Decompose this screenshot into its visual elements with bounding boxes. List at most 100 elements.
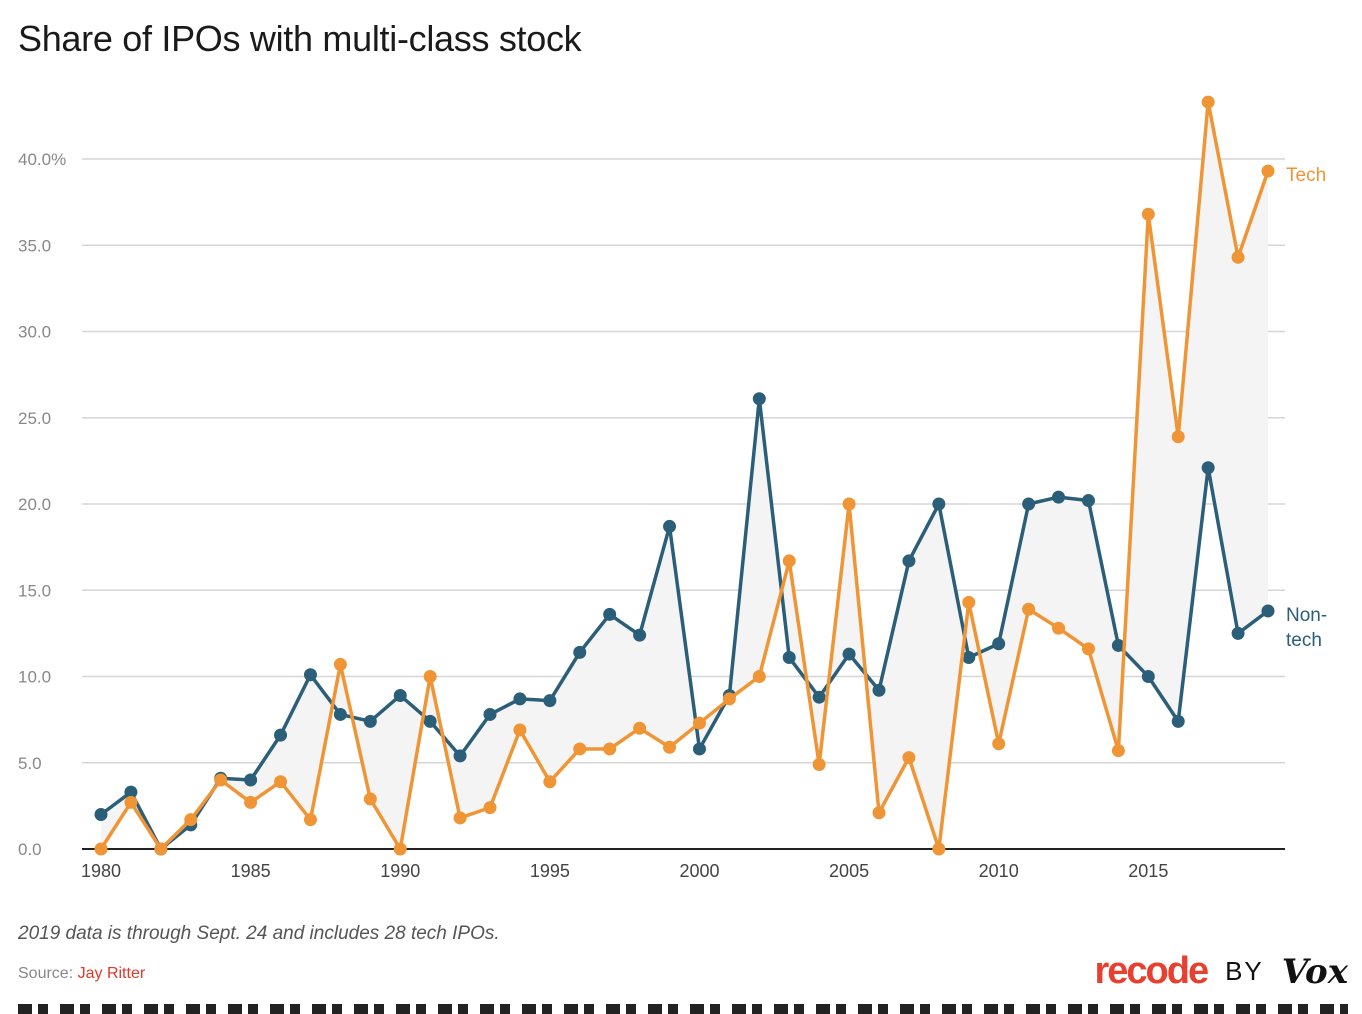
data-point [543, 775, 557, 789]
data-point [423, 714, 437, 728]
data-point [1231, 250, 1245, 264]
data-point [1111, 744, 1125, 758]
data-point [752, 392, 766, 406]
data-point [274, 775, 288, 789]
y-tick-label: 25.0 [18, 409, 51, 428]
data-point [244, 795, 258, 809]
x-tick-label: 2015 [1128, 861, 1168, 881]
series-label-tech: Tech [1286, 165, 1326, 186]
y-tick-label: 10.0 [18, 668, 51, 687]
series-label-non-tech: Non- [1286, 605, 1327, 626]
gridlines [82, 158, 1285, 850]
data-point [124, 795, 138, 809]
source-label: Source: [18, 965, 74, 982]
data-point [1052, 621, 1066, 635]
data-point [393, 842, 407, 856]
data-point [692, 742, 706, 756]
data-point [1141, 207, 1155, 221]
x-axis-ticks: 1980 1985 1990 1995 2000 2005 2010 2015 [81, 861, 1168, 881]
y-tick-label: 0.0 [18, 840, 42, 859]
data-point [94, 842, 108, 856]
line-chart: 0.0 5.0 10.0 15.0 20.0 25.0 30.0 35.0 40.0% 1980… [18, 95, 1327, 881]
data-point [124, 785, 138, 799]
data-point [842, 647, 856, 661]
data-point [1201, 461, 1215, 475]
x-tick-label: 2010 [979, 861, 1019, 881]
data-point [94, 808, 108, 821]
footnote: 2019 data is through Sept. 24 and includ… [18, 923, 500, 944]
data-point [483, 707, 497, 721]
x-tick-label: 1990 [380, 861, 420, 881]
clipped-text-below [18, 1004, 1348, 1014]
brand-logo: recode BY Vox [1094, 950, 1348, 993]
data-point [633, 628, 647, 642]
data-point [483, 801, 497, 815]
series-non-tech [94, 392, 1275, 856]
data-point [962, 595, 976, 609]
data-point [303, 668, 317, 682]
data-point [782, 651, 796, 665]
data-point [573, 645, 587, 659]
data-point [1171, 714, 1185, 728]
data-point [453, 749, 467, 763]
source-line: Source: Jay Ritter [18, 965, 145, 983]
data-point [842, 497, 856, 511]
data-point [992, 637, 1006, 651]
series-lines [94, 95, 1275, 856]
data-point [543, 694, 557, 708]
x-tick-label: 1985 [231, 861, 271, 881]
data-point [1261, 604, 1275, 618]
series-labels: Tech Non-tech [1286, 165, 1327, 651]
data-point [663, 740, 677, 754]
data-point [154, 842, 168, 856]
data-point [962, 651, 976, 665]
data-point [363, 714, 377, 728]
x-tick-label: 2005 [829, 861, 869, 881]
series-line [99, 100, 1270, 851]
data-point [603, 742, 617, 756]
data-point [513, 723, 527, 737]
data-point [453, 811, 467, 825]
data-point [663, 519, 677, 533]
data-point [1081, 494, 1095, 508]
data-point [782, 554, 796, 568]
data-point [812, 757, 826, 771]
series-line [99, 397, 1270, 851]
data-point [513, 692, 527, 706]
data-point [1022, 602, 1036, 616]
source-link[interactable]: Jay Ritter [77, 965, 146, 982]
y-tick-label: 15.0 [18, 581, 51, 600]
data-point [812, 690, 826, 704]
fill-between [101, 102, 1268, 849]
vox-logo: Vox [1281, 951, 1348, 992]
x-tick-label: 1980 [81, 861, 121, 881]
x-tick-label: 2000 [679, 861, 719, 881]
data-point [1022, 497, 1036, 511]
data-point [214, 773, 228, 787]
data-point [1052, 490, 1066, 504]
data-point [1111, 638, 1125, 652]
data-point [872, 806, 886, 820]
data-point [573, 742, 587, 756]
data-point [423, 670, 437, 683]
data-point [603, 607, 617, 621]
brand-by: BY [1225, 956, 1264, 986]
data-point [872, 683, 886, 697]
data-point [1201, 95, 1215, 109]
data-point [363, 792, 377, 806]
data-point [633, 721, 647, 735]
data-point [752, 670, 766, 683]
fill-between-area [101, 102, 1268, 849]
data-point [692, 716, 706, 730]
data-point [303, 813, 317, 827]
y-tick-label: 20.0 [18, 495, 51, 514]
data-point [902, 751, 916, 765]
data-point [1081, 642, 1095, 656]
y-tick-label: 40.0% [18, 150, 66, 169]
data-point [333, 657, 347, 671]
data-point [902, 554, 916, 568]
data-point [333, 707, 347, 721]
data-point [274, 728, 288, 742]
recode-logo: recode [1094, 950, 1209, 992]
series-label-non-tech: tech [1286, 630, 1322, 651]
